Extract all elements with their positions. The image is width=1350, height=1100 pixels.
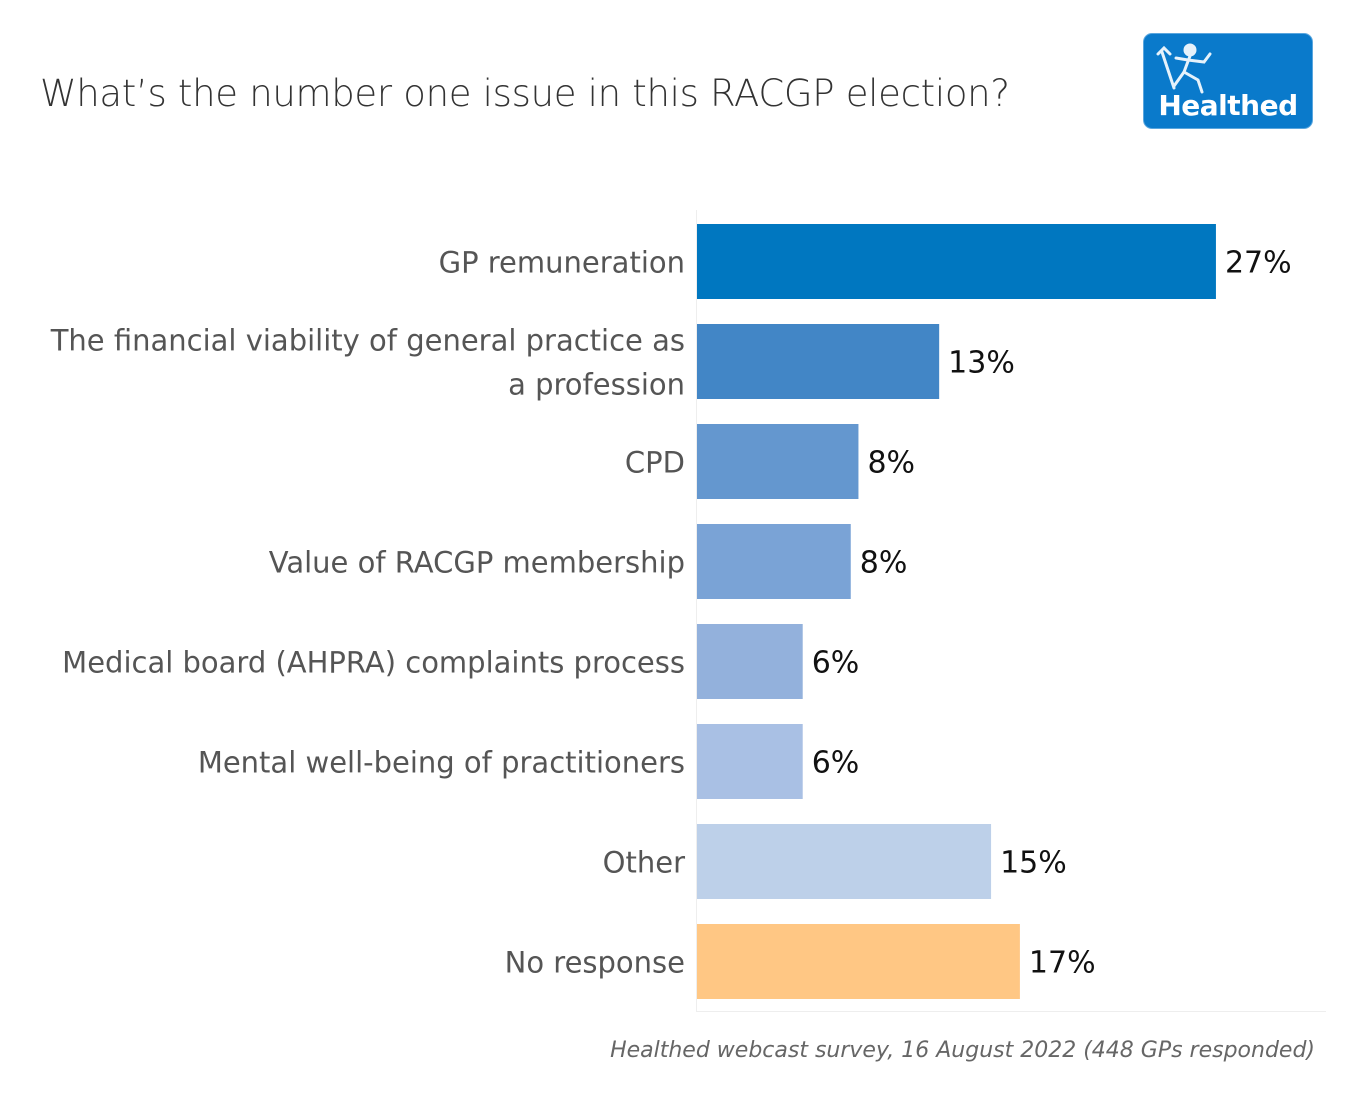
bar <box>697 424 859 499</box>
category-label: CPD <box>625 446 685 480</box>
category-label: Value of RACGP membership <box>269 546 685 580</box>
bar <box>697 524 851 599</box>
bar <box>697 924 1020 999</box>
bar <box>697 724 803 799</box>
data-label: 27% <box>1225 246 1292 281</box>
data-label: 6% <box>812 646 860 681</box>
bar <box>697 624 803 699</box>
chart-title: What’s the number one issue in this RACG… <box>40 72 1010 115</box>
category-label: No response <box>505 946 685 980</box>
bar <box>697 224 1216 299</box>
healthed-logo: Healthed <box>1143 33 1313 129</box>
data-label: 17% <box>1029 946 1096 981</box>
data-label: 8% <box>867 446 915 481</box>
running-figure-icon <box>1156 43 1212 94</box>
logo-text: Healthed <box>1158 89 1298 122</box>
data-label: 13% <box>948 346 1015 381</box>
category-label: Other <box>603 846 685 880</box>
data-label: 6% <box>812 746 860 781</box>
data-label: 8% <box>860 546 908 581</box>
category-label: a profession <box>508 368 685 402</box>
category-label: GP remuneration <box>439 246 685 280</box>
category-label: Mental well-being of practitioners <box>198 746 685 780</box>
source-note: Healthed webcast survey, 16 August 2022 … <box>610 1038 1315 1063</box>
bar <box>697 824 992 899</box>
category-label: Medical board (AHPRA) complaints process <box>62 646 685 680</box>
data-label: 15% <box>1000 846 1067 881</box>
bar <box>697 324 940 399</box>
category-label: The financial viability of general pract… <box>50 324 685 358</box>
